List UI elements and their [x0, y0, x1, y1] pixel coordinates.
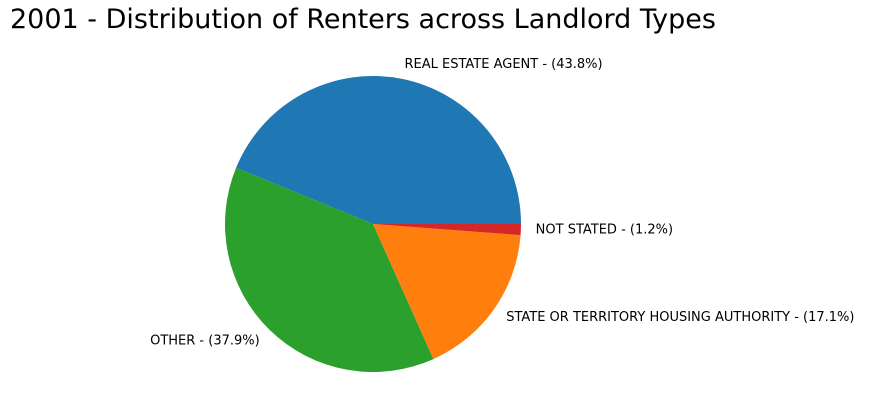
pie-labels: REAL ESTATE AGENT - (43.8%) OTHER - (37.9…	[150, 57, 854, 349]
pie-slices	[224, 76, 521, 373]
pie-slice-1	[224, 167, 434, 373]
pie-slice-label-2: STATE OR TERRITORY HOUSING AUTHORITY - (…	[506, 310, 854, 325]
pie-slice-3	[373, 224, 521, 236]
pie-slice-0	[236, 76, 521, 224]
pie-slice-label-0: REAL ESTATE AGENT - (43.8%)	[405, 57, 603, 72]
pie-slice-label-3: NOT STATED - (1.2%)	[536, 223, 673, 238]
pie-slice-2	[373, 224, 521, 360]
chart-title: 2001 - Distribution of Renters across La…	[10, 4, 716, 35]
pie-slice-label-1: OTHER - (37.9%)	[150, 333, 260, 348]
